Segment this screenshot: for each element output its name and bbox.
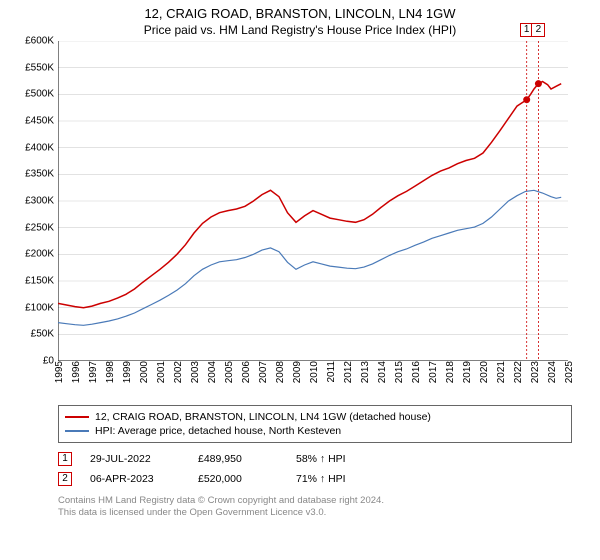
y-tick-label: £500K — [25, 89, 54, 100]
legend-swatch — [65, 416, 89, 418]
x-tick-label: 2013 — [360, 361, 371, 383]
legend-box: 12, CRAIG ROAD, BRANSTON, LINCOLN, LN4 1… — [58, 405, 572, 443]
x-tick-label: 2011 — [326, 361, 337, 383]
x-tick-label: 2017 — [428, 361, 439, 383]
chart-title: 12, CRAIG ROAD, BRANSTON, LINCOLN, LN4 1… — [0, 0, 600, 21]
sale-point-delta: 58% ↑ HPI — [296, 453, 346, 465]
y-tick-label: £300K — [25, 196, 54, 207]
legend-label: HPI: Average price, detached house, Nort… — [95, 425, 341, 437]
x-tick-label: 2022 — [513, 361, 524, 383]
y-tick-label: £450K — [25, 116, 54, 127]
legend-item: HPI: Average price, detached house, Nort… — [65, 424, 565, 438]
x-tick-label: 1998 — [105, 361, 116, 383]
x-tick-label: 2009 — [292, 361, 303, 383]
chart-container: 12, CRAIG ROAD, BRANSTON, LINCOLN, LN4 1… — [0, 0, 600, 560]
y-tick-label: £100K — [25, 302, 54, 313]
x-tick-label: 1997 — [88, 361, 99, 383]
x-tick-label: 2007 — [258, 361, 269, 383]
x-tick-label: 1996 — [71, 361, 82, 383]
x-tick-label: 2014 — [377, 361, 388, 383]
x-tick-label: 2018 — [445, 361, 456, 383]
sale-point-delta: 71% ↑ HPI — [296, 473, 346, 485]
y-tick-label: £400K — [25, 142, 54, 153]
x-tick-label: 2010 — [309, 361, 320, 383]
x-tick-label: 2024 — [547, 361, 558, 383]
y-tick-label: £250K — [25, 222, 54, 233]
legend-item: 12, CRAIG ROAD, BRANSTON, LINCOLN, LN4 1… — [65, 410, 565, 424]
sale-marker-box: 2 — [531, 23, 545, 37]
sale-point-price: £520,000 — [198, 473, 278, 485]
x-tick-label: 2008 — [275, 361, 286, 383]
footer-line-1: Contains HM Land Registry data © Crown c… — [58, 495, 572, 507]
x-tick-label: 2016 — [411, 361, 422, 383]
sale-point-date: 29-JUL-2022 — [90, 453, 180, 465]
x-tick-label: 2006 — [241, 361, 252, 383]
chart-plot-area: £0£50K£100K£150K£200K£250K£300K£350K£400… — [58, 41, 568, 361]
sale-point-row: 1 29-JUL-2022 £489,950 58% ↑ HPI — [58, 449, 572, 469]
legend-label: 12, CRAIG ROAD, BRANSTON, LINCOLN, LN4 1… — [95, 411, 431, 423]
sale-point-marker: 1 — [58, 452, 72, 466]
x-tick-label: 2023 — [530, 361, 541, 383]
chart-svg — [58, 41, 568, 361]
x-tick-label: 2004 — [207, 361, 218, 383]
x-tick-label: 2025 — [564, 361, 575, 383]
x-tick-label: 2012 — [343, 361, 354, 383]
y-tick-label: £550K — [25, 62, 54, 73]
x-tick-label: 1999 — [122, 361, 133, 383]
x-tick-label: 2005 — [224, 361, 235, 383]
sale-point-marker: 2 — [58, 472, 72, 486]
x-tick-label: 2003 — [190, 361, 201, 383]
footer-attribution: Contains HM Land Registry data © Crown c… — [58, 495, 572, 520]
footer-line-2: This data is licensed under the Open Gov… — [58, 507, 572, 519]
series-line — [58, 82, 561, 308]
y-tick-label: £150K — [25, 276, 54, 287]
x-tick-label: 2021 — [496, 361, 507, 383]
y-tick-label: £600K — [25, 36, 54, 47]
x-tick-label: 2020 — [479, 361, 490, 383]
series-line — [58, 190, 561, 325]
sale-points-table: 1 29-JUL-2022 £489,950 58% ↑ HPI 2 06-APR-202… — [58, 449, 572, 489]
sale-point-price: £489,950 — [198, 453, 278, 465]
sale-point-date: 06-APR-2023 — [90, 473, 180, 485]
y-tick-label: £200K — [25, 249, 54, 260]
y-tick-label: £0 — [43, 356, 54, 367]
y-tick-label: £350K — [25, 169, 54, 180]
x-tick-label: 2015 — [394, 361, 405, 383]
sale-point-row: 2 06-APR-2023 £520,000 71% ↑ HPI — [58, 469, 572, 489]
x-tick-label: 2001 — [156, 361, 167, 383]
x-tick-label: 2002 — [173, 361, 184, 383]
x-tick-label: 1995 — [54, 361, 65, 383]
y-tick-label: £50K — [31, 329, 54, 340]
chart-subtitle: Price paid vs. HM Land Registry's House … — [0, 21, 600, 41]
x-tick-label: 2000 — [139, 361, 150, 383]
legend-swatch — [65, 430, 89, 432]
x-tick-label: 2019 — [462, 361, 473, 383]
